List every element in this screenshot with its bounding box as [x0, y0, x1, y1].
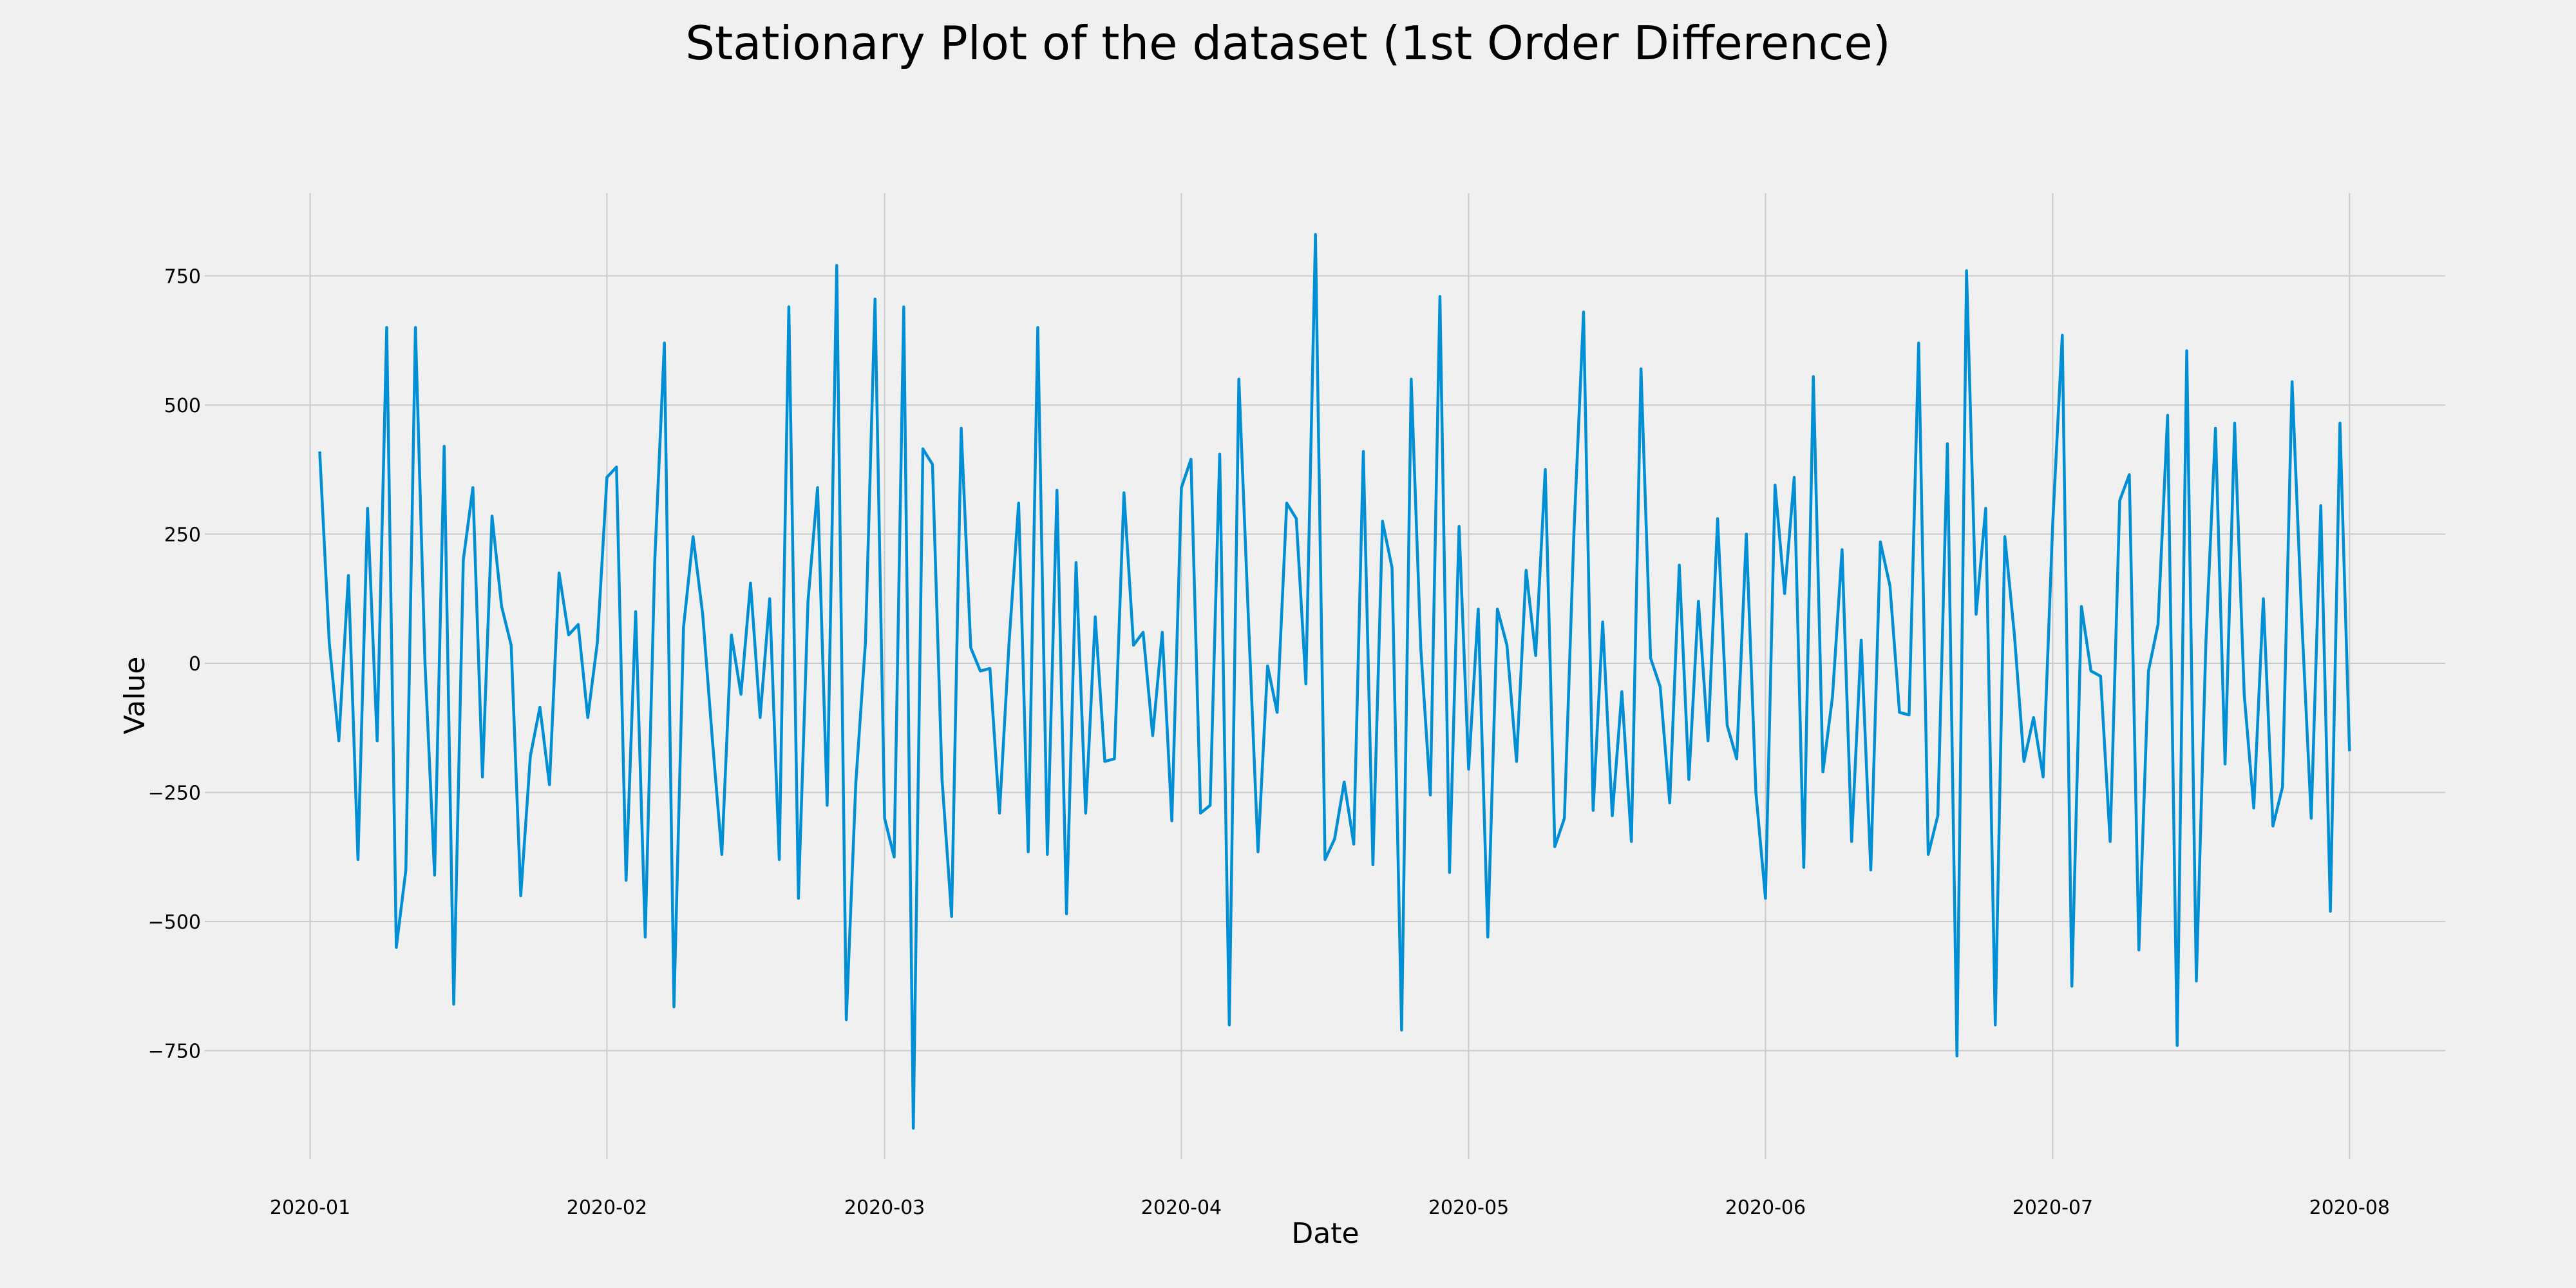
y-tick-label: 250: [164, 524, 201, 546]
x-tick-label: 2020-03: [844, 1197, 925, 1219]
y-tick-label: 0: [189, 653, 201, 676]
y-tick-label: −500: [148, 911, 201, 934]
series-line: [318, 232, 2351, 1130]
y-tick-label: 750: [164, 265, 201, 288]
y-axis-label: Value: [118, 657, 151, 735]
series-layer: [318, 232, 2351, 1130]
x-tick-label: 2020-07: [2012, 1197, 2093, 1219]
x-axis-label: Date: [1291, 1217, 1359, 1250]
y-tick-label: −750: [148, 1041, 201, 1063]
x-tick-label: 2020-06: [1725, 1197, 1806, 1219]
chart-title: Stationary Plot of the dataset (1st Orde…: [685, 16, 1891, 70]
x-tick-label: 2020-04: [1141, 1197, 1222, 1219]
y-tick-label: 500: [164, 395, 201, 417]
ticks-layer: 2020-01 2020-02 2020-03 2020-04 2020-05 2020-…: [148, 265, 2390, 1219]
x-tick-label: 2020-05: [1428, 1197, 1509, 1219]
y-tick-label: −250: [148, 782, 201, 804]
x-tick-label: 2020-02: [567, 1197, 647, 1219]
x-tick-label: 2020-08: [2309, 1197, 2390, 1219]
x-tick-label: 2020-01: [270, 1197, 350, 1219]
